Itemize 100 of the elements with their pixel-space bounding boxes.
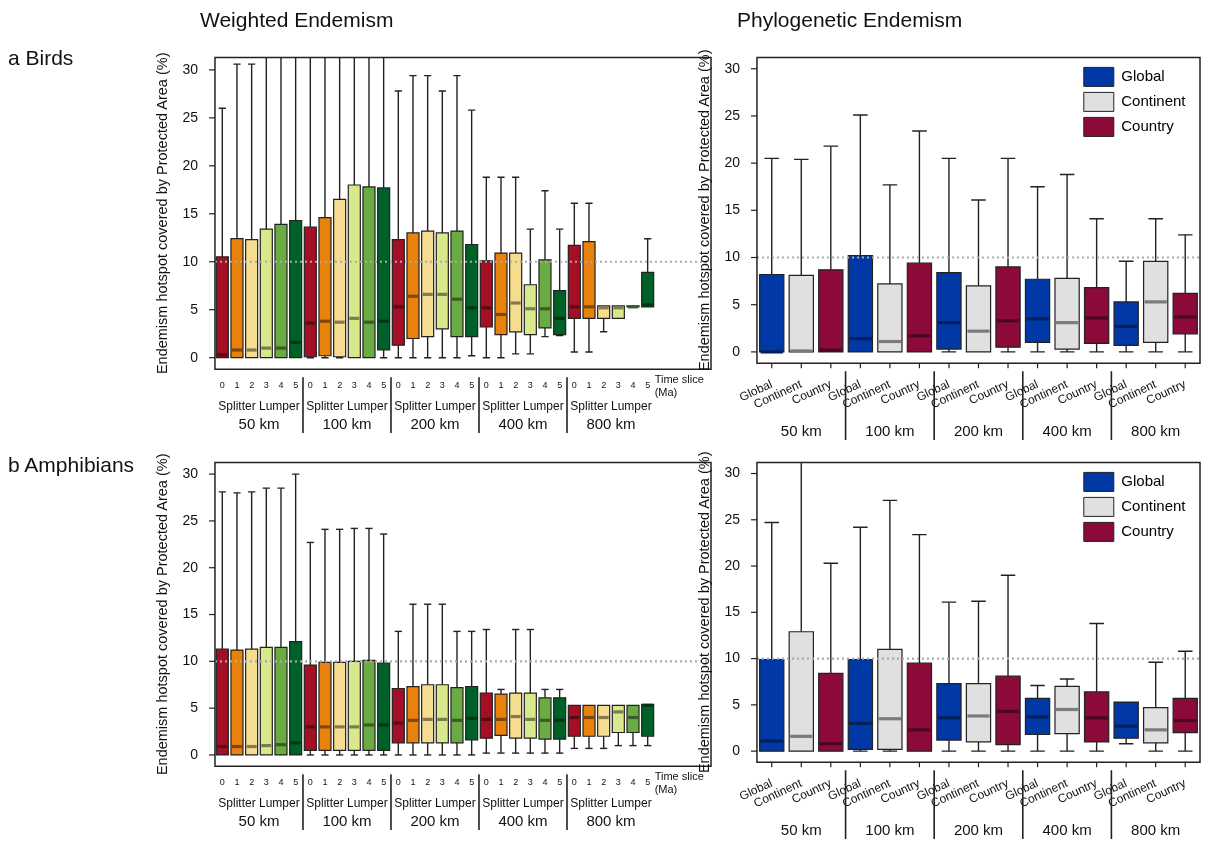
text: Splitter Lumper xyxy=(394,399,476,413)
chart-title: Weighted Endemism xyxy=(200,8,394,32)
x-tick-label: 3 xyxy=(615,380,621,391)
x-tick-label: 4 xyxy=(454,777,460,788)
x-tick-label: 0 xyxy=(571,380,577,391)
x-tick-label: 2 xyxy=(249,777,255,788)
chart-subtitle: b Amphibians xyxy=(8,453,135,477)
text: Splitter Lumper xyxy=(218,796,300,810)
x-tick-label: 4 xyxy=(542,380,548,391)
text: 400 km xyxy=(498,415,548,432)
x-tick-label: 1 xyxy=(410,380,416,391)
x-tick-label: 0 xyxy=(307,777,313,788)
y-tick-label: 30 xyxy=(182,464,199,481)
x-tick-label: 1 xyxy=(322,777,328,788)
text: 800 km xyxy=(586,812,636,829)
x-tick-label: 2 xyxy=(513,380,519,391)
y-tick-label: 5 xyxy=(190,699,199,716)
x-tick-label: 0 xyxy=(219,380,225,391)
y-axis-title: Endemism hotspot covered by Protected Area (%) xyxy=(153,52,170,375)
text: 100 km xyxy=(865,821,915,838)
text: 400 km xyxy=(1042,821,1092,838)
y-tick-label: 15 xyxy=(182,605,199,622)
x-tick-label: 2 xyxy=(513,777,519,788)
y-tick-label: 20 xyxy=(182,156,199,173)
x-tick-label: 5 xyxy=(293,380,299,391)
y-tick-label: 15 xyxy=(724,603,741,620)
x-tick-label: 2 xyxy=(601,777,607,788)
x-tick-label: 5 xyxy=(645,777,651,788)
y-tick-label: 30 xyxy=(724,59,741,76)
text: 800 km xyxy=(586,415,636,432)
x-tick-label: 2 xyxy=(337,777,343,788)
y-tick-label: 5 xyxy=(732,695,741,712)
x-tick-label: 3 xyxy=(527,777,533,788)
text: 200 km xyxy=(953,422,1004,439)
y-tick-label: 10 xyxy=(724,649,741,666)
x-tick-label: 3 xyxy=(527,380,533,391)
y-tick-label: 5 xyxy=(732,295,741,312)
text: 800 km xyxy=(1131,422,1181,439)
x-tick-label: 0 xyxy=(219,777,225,788)
y-tick-label: 30 xyxy=(182,60,199,77)
x-tick-label: 1 xyxy=(586,380,592,391)
y-tick-label: 25 xyxy=(724,106,741,123)
y-tick-label: 0 xyxy=(732,342,741,359)
text: 100 km xyxy=(322,812,372,829)
y-tick-label: 10 xyxy=(182,652,199,669)
y-tick-label: 0 xyxy=(732,741,741,758)
text: 100 km xyxy=(322,415,372,432)
text: Splitter Lumper xyxy=(570,399,652,413)
y-tick-label: 0 xyxy=(190,745,199,762)
x-tick-label: 3 xyxy=(615,777,621,788)
x-tick-label: 0 xyxy=(571,777,577,788)
text: Splitter Lumper xyxy=(482,399,564,413)
text: 50 km xyxy=(780,821,822,838)
y-tick-label: 25 xyxy=(182,108,199,125)
text: 100 km xyxy=(865,422,915,439)
x-tick-label: 0 xyxy=(483,777,489,788)
y-axis-title: Endemism hotspot covered by Protected Area (%) xyxy=(695,451,712,774)
x-tick-label: 3 xyxy=(439,777,445,788)
x-tick-label: 3 xyxy=(263,777,269,788)
x-tick-label: 2 xyxy=(337,380,343,391)
x-tick-label: 2 xyxy=(425,380,431,391)
legend-label: Continent xyxy=(1121,92,1187,110)
y-tick-label: 5 xyxy=(190,300,199,317)
x-tick-label: 0 xyxy=(395,380,401,391)
y-tick-label: 25 xyxy=(724,510,741,527)
text: 50 km xyxy=(238,415,280,432)
text: Splitter Lumper xyxy=(394,796,476,810)
x-tick-label: 3 xyxy=(439,380,445,391)
x-tick-label: 3 xyxy=(351,380,357,391)
x-tick-label: 4 xyxy=(366,380,372,391)
x-tick-label: 4 xyxy=(542,777,548,788)
x-tick-label: 1 xyxy=(322,380,328,391)
x-tick-label: 0 xyxy=(395,777,401,788)
legend-label: Global xyxy=(1121,472,1165,490)
x-tick-label: 0 xyxy=(307,380,313,391)
y-tick-label: 20 xyxy=(724,153,741,170)
y-tick-label: 20 xyxy=(724,556,741,573)
y-axis-title: Endemism hotspot covered by Protected Area (%) xyxy=(695,49,712,372)
x-tick-label: 5 xyxy=(469,380,475,391)
legend-label: Country xyxy=(1121,522,1175,540)
y-tick-label: 0 xyxy=(190,348,199,365)
x-tick-label: 2 xyxy=(425,777,431,788)
x-tick-label: 5 xyxy=(293,777,299,788)
text: 200 km xyxy=(410,415,460,432)
x-tick-label: 4 xyxy=(278,380,284,391)
x-tick-label: 4 xyxy=(454,380,460,391)
x-tick-label: 3 xyxy=(351,777,357,788)
text: 400 km xyxy=(498,812,548,829)
x-tick-label: 1 xyxy=(586,777,592,788)
x-tick-label: 5 xyxy=(381,777,387,788)
x-tick-label: 5 xyxy=(557,380,563,391)
x-axis-title: Time slice (Ma) xyxy=(654,373,704,399)
y-tick-label: 25 xyxy=(182,511,199,528)
x-tick-label: 4 xyxy=(630,777,636,788)
legend-label: Country xyxy=(1121,117,1175,135)
x-tick-label: 2 xyxy=(601,380,607,391)
text: Splitter Lumper xyxy=(482,796,564,810)
y-tick-label: 15 xyxy=(182,204,199,221)
text: 50 km xyxy=(780,422,822,439)
y-axis-title: Endemism hotspot covered by Protected Area (%) xyxy=(153,453,170,776)
